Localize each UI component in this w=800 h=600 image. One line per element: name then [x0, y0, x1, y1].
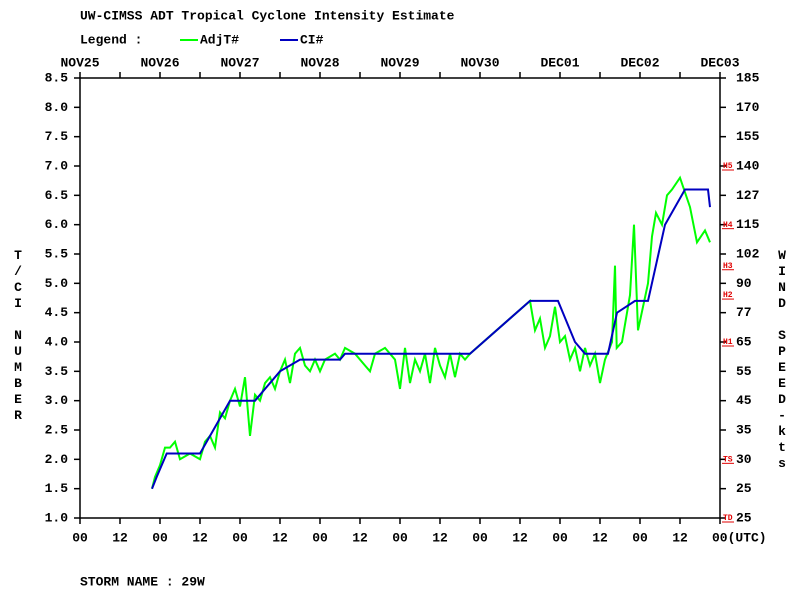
date-label: NOV29: [380, 55, 419, 70]
x-tick-label: 00: [72, 530, 88, 545]
y-tick-label: 8.5: [45, 70, 69, 85]
y-tick-label: 4.5: [45, 305, 69, 320]
y2-tick-label: 90: [736, 276, 752, 291]
y-tick-label: 2.5: [45, 422, 69, 437]
y2-tick-label: 102: [736, 246, 760, 261]
x-tick-label: 12: [592, 530, 608, 545]
intensity-label: H2: [723, 291, 733, 300]
y-tick-label: 5.5: [45, 246, 69, 261]
y-tick-label: 6.0: [45, 217, 69, 232]
y2-axis-label: WIND SPEED-kts: [775, 248, 790, 472]
y2-tick-label: 55: [736, 364, 752, 379]
y-tick-label: 1.0: [45, 510, 69, 525]
y2-tick-label: 77: [736, 305, 752, 320]
x-tick-label: 00(UTC): [712, 530, 767, 545]
x-tick-label: 12: [512, 530, 528, 545]
y2-tick-label: 45: [736, 393, 752, 408]
date-label: NOV27: [220, 55, 259, 70]
date-label: NOV30: [460, 55, 499, 70]
intensity-label: H3: [723, 262, 733, 271]
y2-tick-label: 65: [736, 334, 752, 349]
x-tick-label: 00: [312, 530, 328, 545]
y2-tick-label: 25: [736, 481, 752, 496]
x-tick-label: 00: [232, 530, 248, 545]
series-line: [151, 175, 711, 489]
y-axis-label: T/CI NUMBER: [11, 248, 26, 424]
x-tick-label: 12: [672, 530, 688, 545]
y-tick-label: 8.0: [45, 100, 69, 115]
series-line: [151, 188, 711, 490]
y-tick-label: 1.5: [45, 481, 69, 496]
footer: STORM NAME : 29W: [80, 574, 205, 589]
y-tick-label: 7.0: [45, 158, 69, 173]
x-tick-label: 00: [392, 530, 408, 545]
y2-tick-label: 155: [736, 129, 760, 144]
x-tick-label: 12: [352, 530, 368, 545]
date-label: NOV28: [300, 55, 339, 70]
y-tick-label: 3.5: [45, 364, 69, 379]
x-tick-label: 12: [192, 530, 208, 545]
y2-tick-label: 170: [736, 100, 760, 115]
legend-label: Legend :: [80, 32, 142, 47]
y-tick-label: 2.0: [45, 452, 69, 467]
y-tick-label: 3.0: [45, 393, 69, 408]
date-label: NOV26: [140, 55, 179, 70]
y2-tick-label: 140: [736, 158, 760, 173]
x-tick-label: 00: [472, 530, 488, 545]
intensity-label: TS: [723, 455, 733, 464]
y2-tick-label: 30: [736, 452, 752, 467]
chart-title: UW-CIMSS ADT Tropical Cyclone Intensity …: [80, 8, 455, 23]
y2-tick-label: 115: [736, 217, 760, 232]
y2-tick-label: 127: [736, 188, 759, 203]
x-tick-label: 12: [272, 530, 288, 545]
legend-entry: AdjT#: [200, 32, 239, 47]
y-tick-label: 4.0: [45, 334, 69, 349]
x-tick-label: 00: [152, 530, 168, 545]
y2-tick-label: 35: [736, 422, 752, 437]
y-tick-label: 5.0: [45, 276, 69, 291]
date-label: DEC03: [700, 55, 739, 70]
y2-tick-label: 25: [736, 510, 752, 525]
intensity-label: TD: [723, 514, 733, 523]
x-tick-label: 00: [632, 530, 648, 545]
legend-entry: CI#: [300, 32, 324, 47]
date-label: DEC01: [540, 55, 579, 70]
intensity-label: H1: [723, 338, 733, 347]
y2-tick-label: 185: [736, 70, 760, 85]
y-tick-label: 7.5: [45, 129, 69, 144]
x-tick-label: 12: [432, 530, 448, 545]
x-tick-label: 12: [112, 530, 128, 545]
y-tick-label: 6.5: [45, 188, 69, 203]
intensity-label: H5: [723, 162, 733, 171]
intensity-label: H4: [723, 221, 733, 230]
date-label: NOV25: [60, 55, 99, 70]
x-tick-label: 00: [552, 530, 568, 545]
date-label: DEC02: [620, 55, 659, 70]
